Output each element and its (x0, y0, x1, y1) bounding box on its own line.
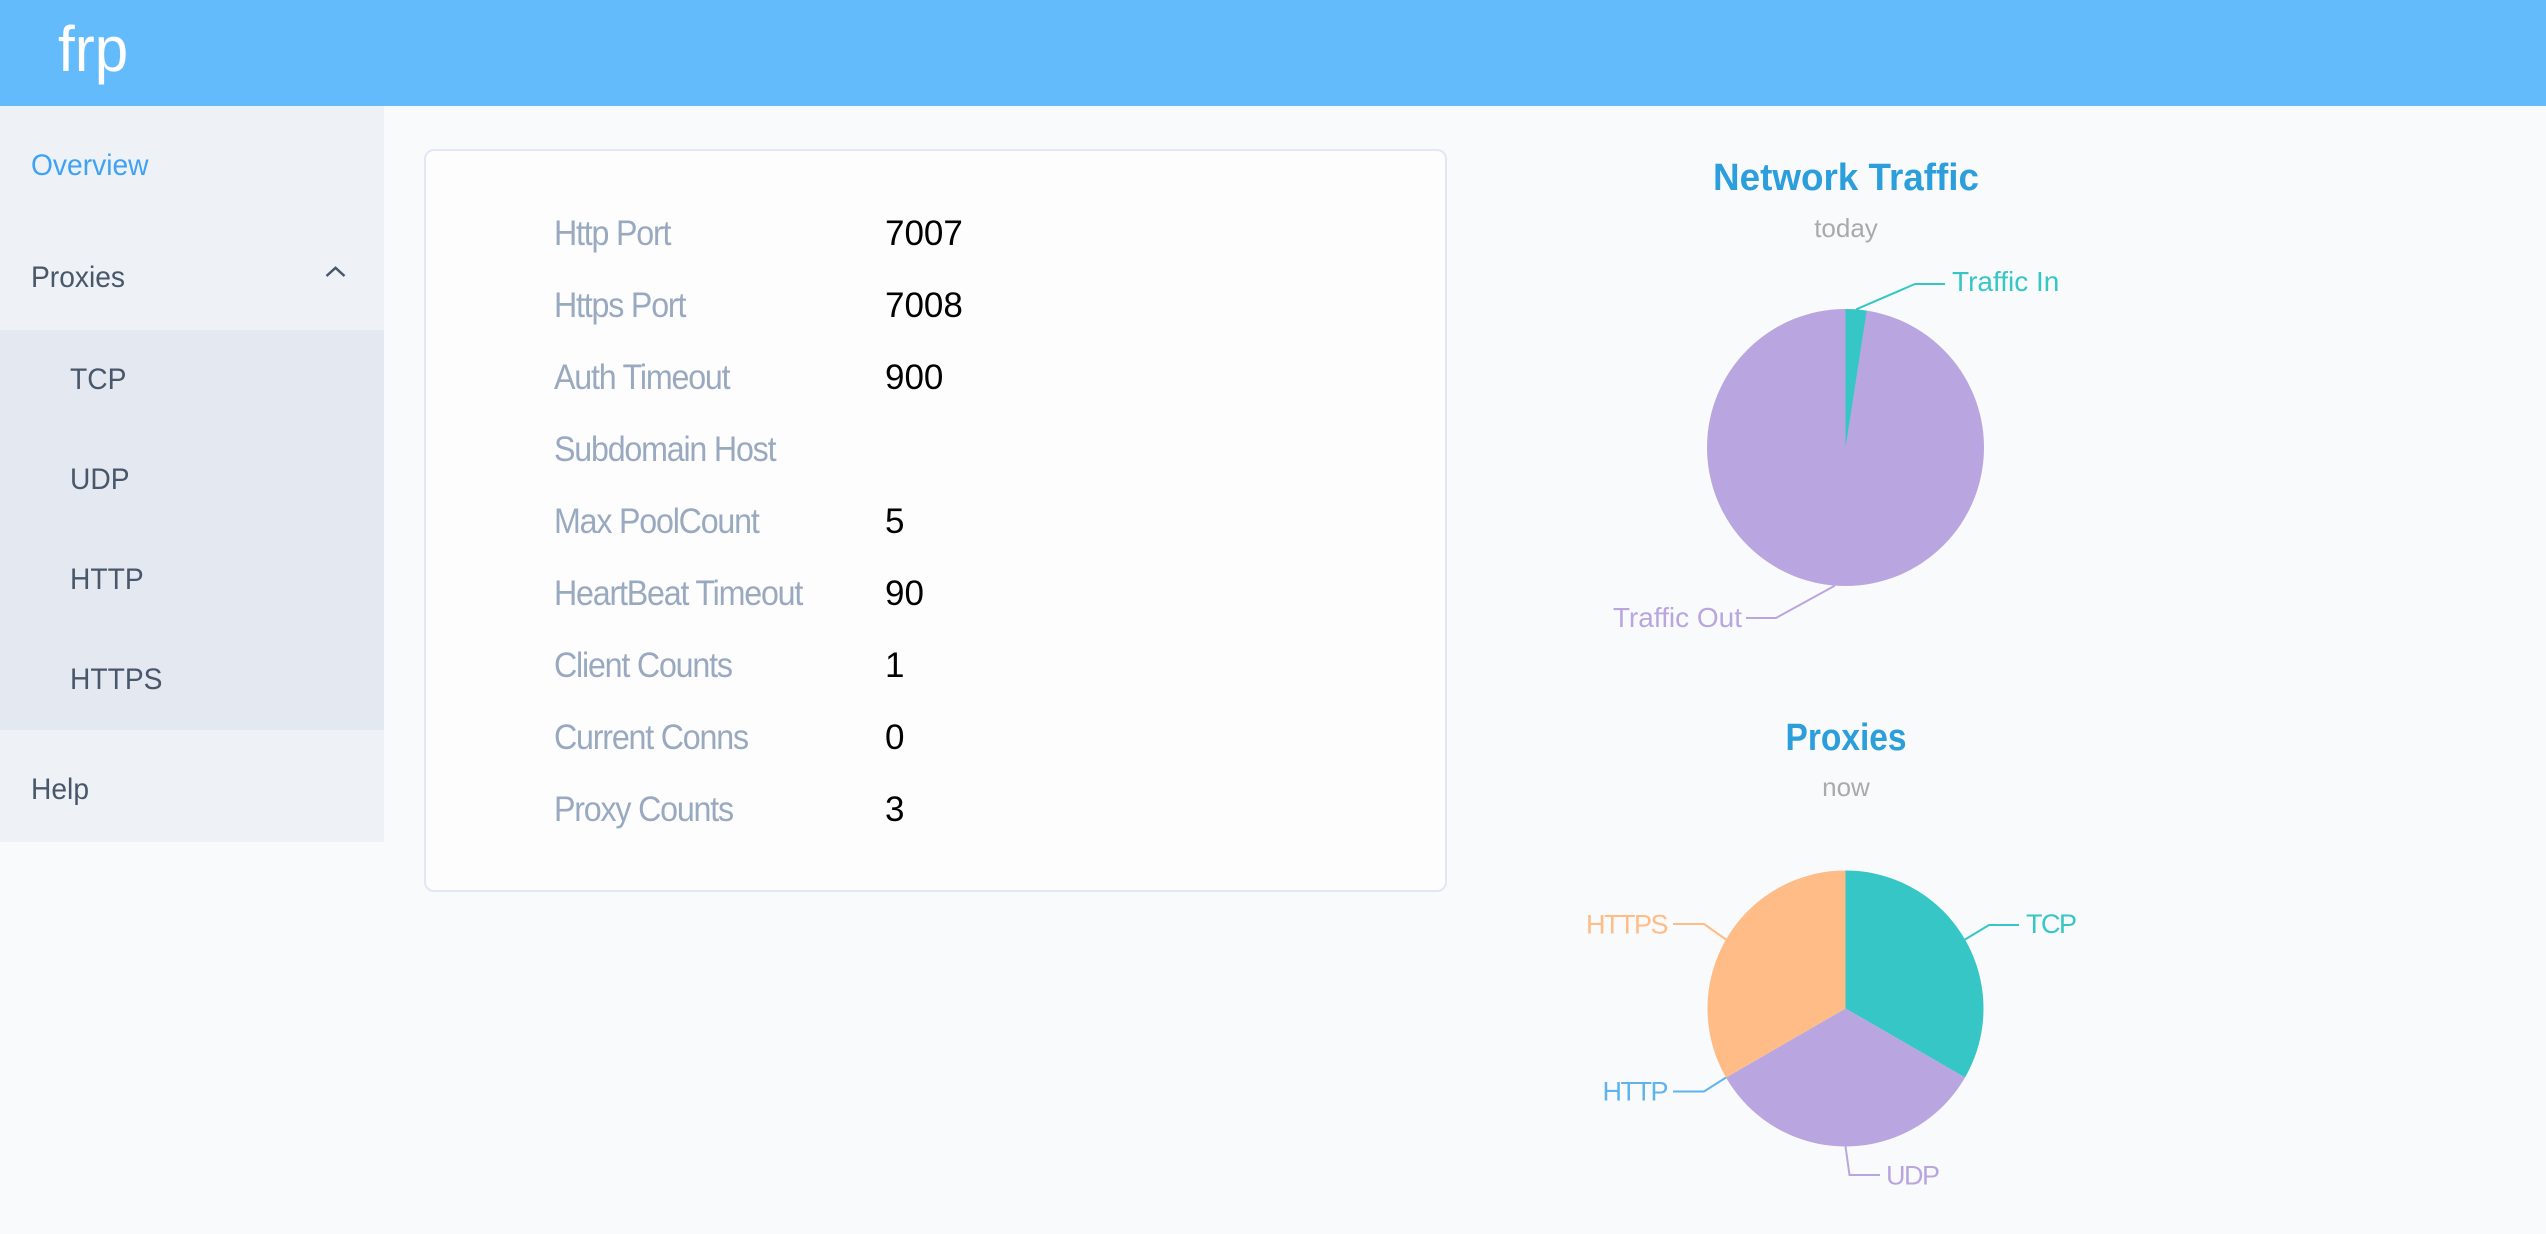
svg-text:TCP: TCP (2026, 909, 2076, 939)
svg-text:HTTPS: HTTPS (1586, 910, 1667, 940)
svg-text:Network Traffic: Network Traffic (1713, 157, 1979, 199)
svg-text:Proxies: Proxies (1786, 717, 1907, 759)
svg-text:today: today (1814, 213, 1878, 243)
svg-text:UDP: UDP (1886, 1161, 1939, 1191)
svg-text:Traffic In: Traffic In (1952, 266, 2059, 297)
svg-text:HTTP: HTTP (1603, 1077, 1668, 1107)
svg-text:now: now (1822, 772, 1870, 802)
svg-text:Traffic Out: Traffic Out (1613, 602, 1742, 633)
